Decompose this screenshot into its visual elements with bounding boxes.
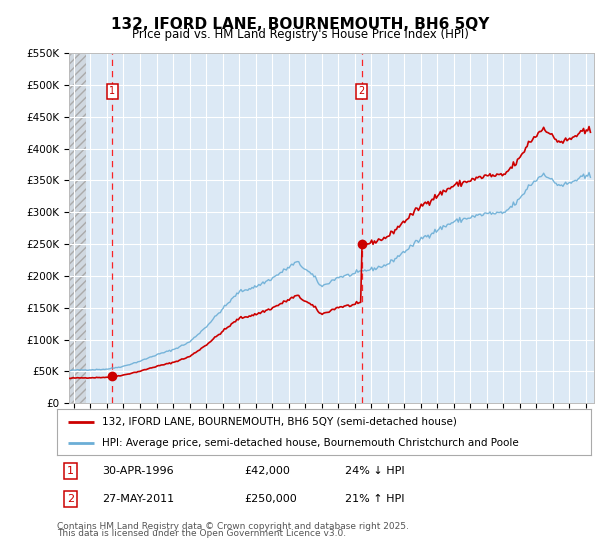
Text: 1: 1 xyxy=(109,86,115,96)
Text: 1: 1 xyxy=(67,466,74,476)
Text: 2: 2 xyxy=(358,86,365,96)
Text: This data is licensed under the Open Government Licence v3.0.: This data is licensed under the Open Gov… xyxy=(57,529,346,538)
Text: £42,000: £42,000 xyxy=(244,466,290,476)
Text: 132, IFORD LANE, BOURNEMOUTH, BH6 5QY: 132, IFORD LANE, BOURNEMOUTH, BH6 5QY xyxy=(111,17,489,32)
Text: 30-APR-1996: 30-APR-1996 xyxy=(103,466,174,476)
Text: 132, IFORD LANE, BOURNEMOUTH, BH6 5QY (semi-detached house): 132, IFORD LANE, BOURNEMOUTH, BH6 5QY (s… xyxy=(103,417,457,427)
Bar xyxy=(69,53,86,403)
Text: Contains HM Land Registry data © Crown copyright and database right 2025.: Contains HM Land Registry data © Crown c… xyxy=(57,522,409,531)
Text: Price paid vs. HM Land Registry's House Price Index (HPI): Price paid vs. HM Land Registry's House … xyxy=(131,28,469,41)
Text: HPI: Average price, semi-detached house, Bournemouth Christchurch and Poole: HPI: Average price, semi-detached house,… xyxy=(103,438,519,448)
Text: £250,000: £250,000 xyxy=(244,494,296,503)
Text: 2: 2 xyxy=(67,494,74,503)
Text: 21% ↑ HPI: 21% ↑ HPI xyxy=(346,494,405,503)
Text: 27-MAY-2011: 27-MAY-2011 xyxy=(103,494,175,503)
Text: 24% ↓ HPI: 24% ↓ HPI xyxy=(346,466,405,476)
